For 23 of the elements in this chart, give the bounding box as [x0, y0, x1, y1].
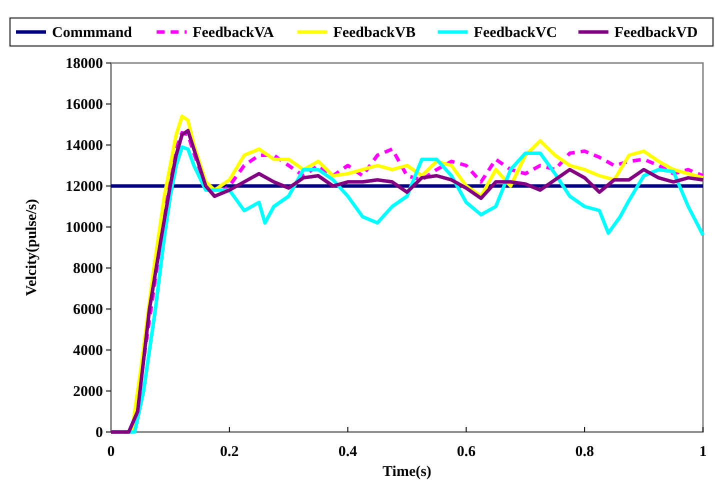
y-tick-label: 6000 — [73, 302, 103, 318]
x-tick-label: 1 — [699, 444, 707, 460]
y-tick-label: 18000 — [66, 56, 103, 72]
y-axis-title: Velcity(pulse/s) — [24, 199, 40, 296]
y-tick-label: 16000 — [66, 96, 103, 113]
y-tick-label: 10000 — [66, 220, 103, 236]
legend-label: FeedbackVC — [474, 25, 558, 41]
x-tick-label: 0 — [107, 444, 115, 460]
x-tick-label: 0.2 — [220, 444, 239, 460]
legend-label: FeedbackVD — [614, 25, 698, 41]
y-tick-label: 14000 — [66, 138, 103, 154]
x-tick-label: 0.4 — [338, 444, 358, 460]
y-tick-label: 2000 — [73, 384, 103, 400]
y-tick-label: 0 — [96, 424, 103, 441]
legend-label: Commmand — [52, 25, 133, 41]
x-tick-label: 0.6 — [456, 444, 476, 460]
legend-label: FeedbackVB — [333, 25, 416, 41]
y-tick-label: 8000 — [73, 260, 103, 277]
legend-label: FeedbackVA — [192, 25, 274, 41]
y-tick-label: 12000 — [66, 178, 103, 195]
y-tick-label: 4000 — [73, 342, 103, 359]
x-axis-title: Time(s) — [382, 464, 432, 480]
x-tick-label: 0.8 — [575, 444, 594, 460]
